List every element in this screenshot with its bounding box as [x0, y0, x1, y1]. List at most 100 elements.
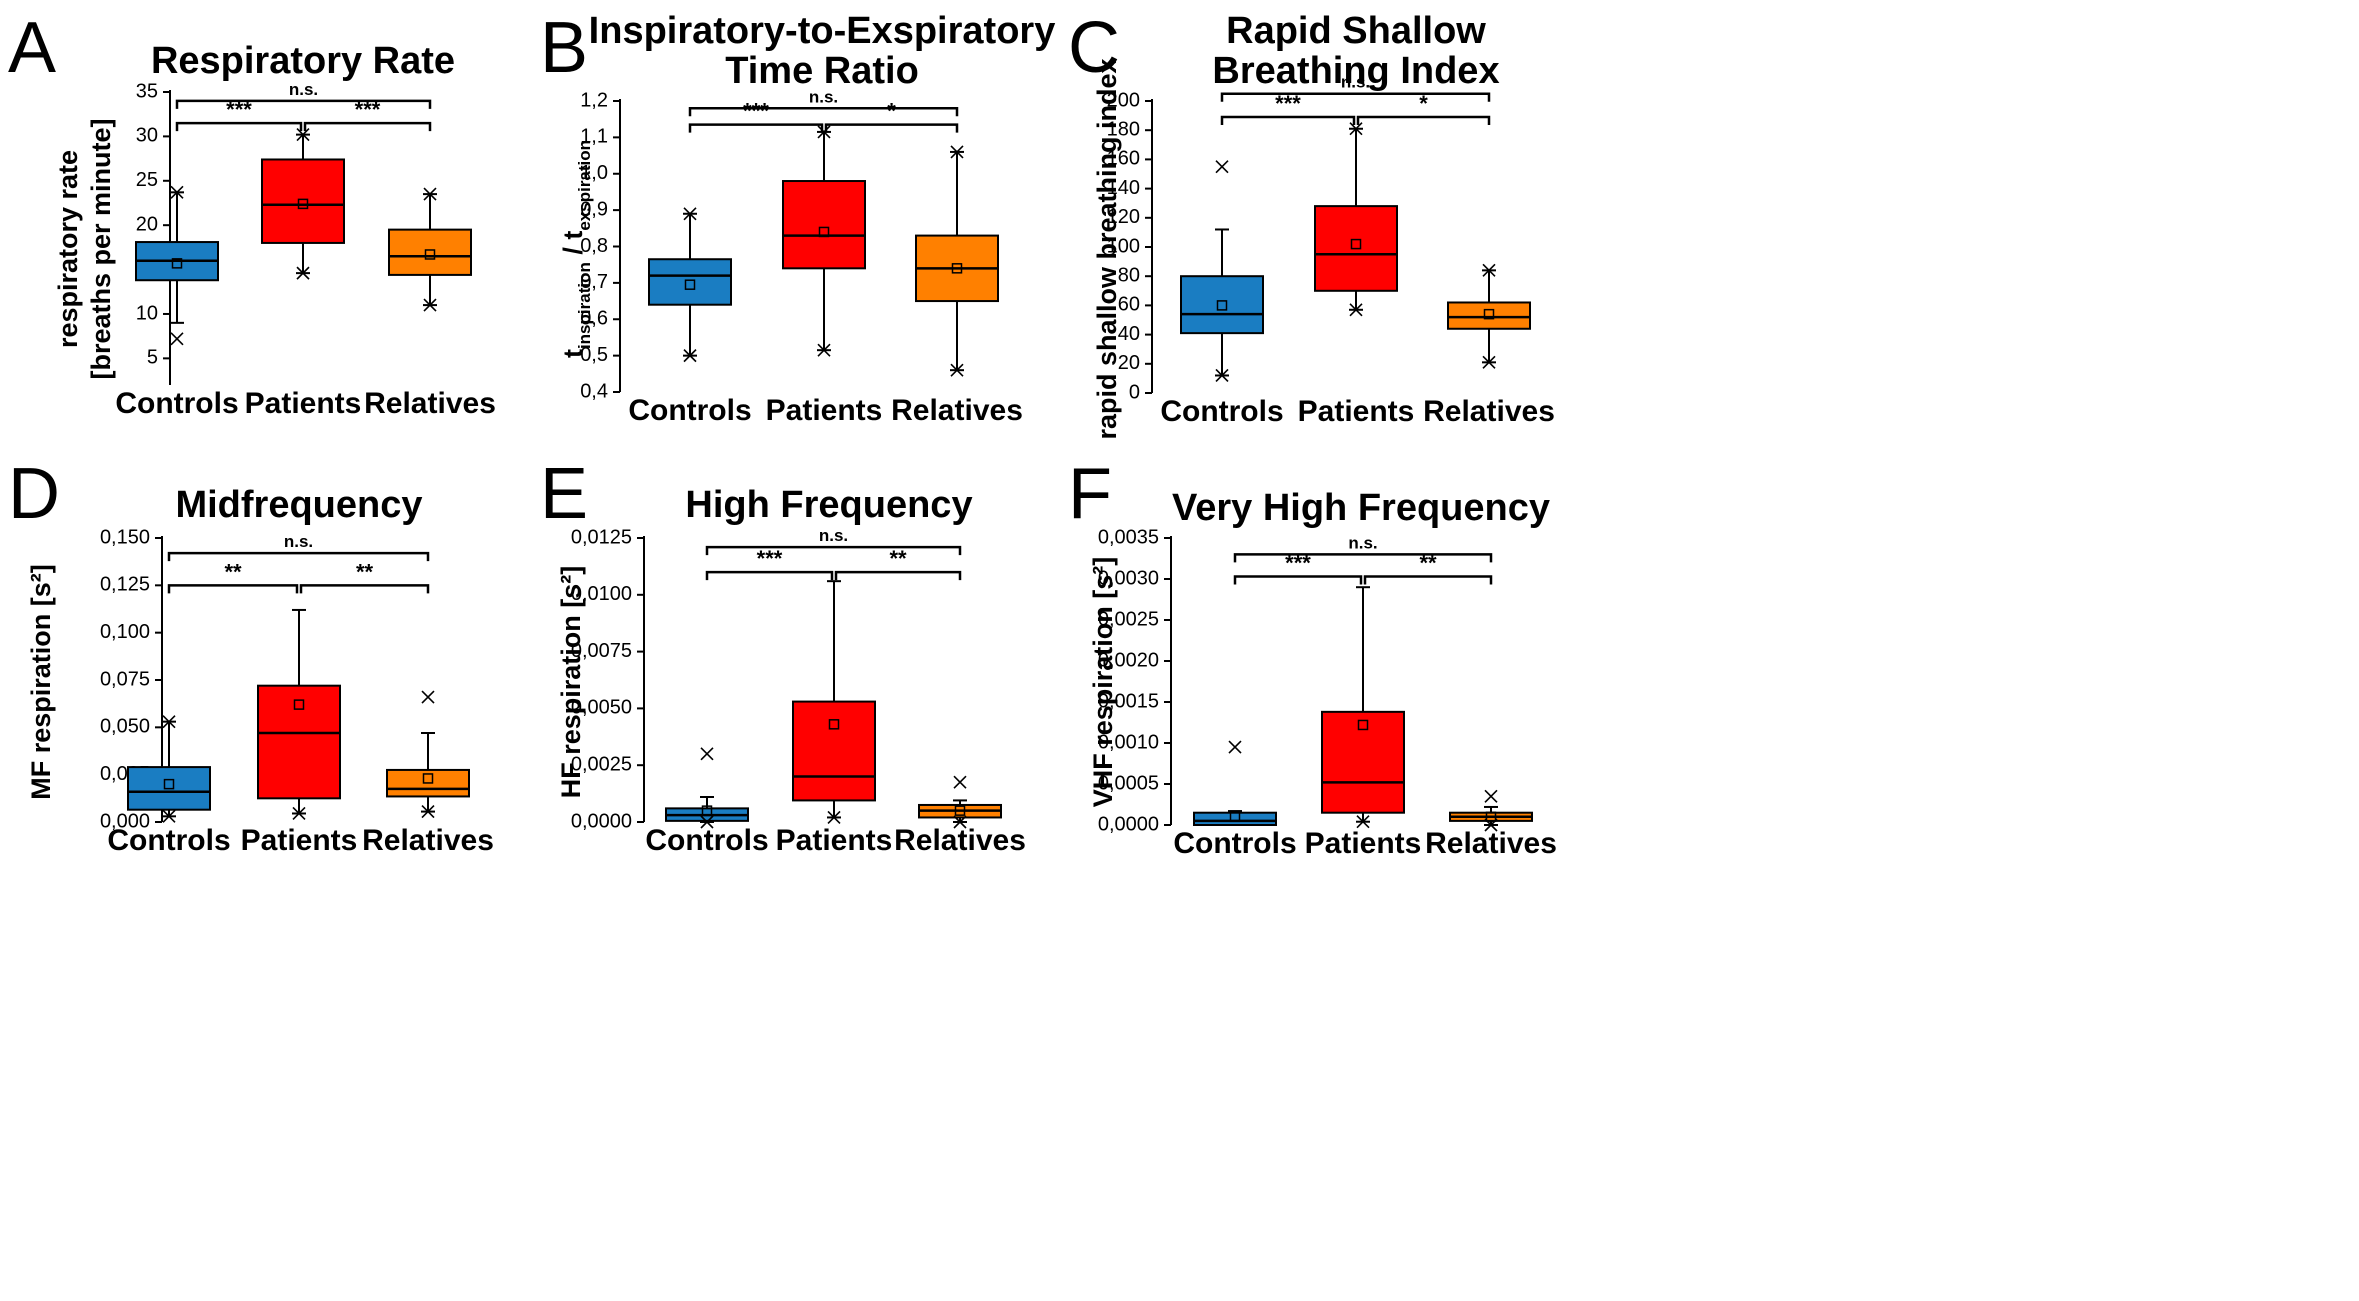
outlier-marker: [423, 298, 437, 312]
y-axis-label: rapid shallow breathing index: [1092, 58, 1122, 439]
significance-bracket: [167, 584, 299, 594]
outlier-marker: [1349, 122, 1363, 136]
outlier-marker: [683, 207, 697, 221]
x-category-label: Relatives: [1423, 395, 1555, 428]
significance-label: ***: [1285, 551, 1311, 576]
y-tick-label: 25: [136, 169, 158, 191]
significance-label: n.s.: [1348, 533, 1377, 552]
chart-title: Very High Frequency: [1172, 487, 1550, 529]
y-tick-label: 5: [147, 347, 158, 369]
y-tick-label: 0,8: [580, 235, 608, 257]
y-tick-label: 0,7: [580, 271, 608, 293]
mean-marker: [1229, 811, 1241, 823]
x-category-label: Controls: [107, 824, 230, 857]
y-tick-label: 0,0000: [571, 810, 632, 832]
y-tick-label: 100: [1107, 235, 1140, 257]
y-tick-label: 0,0030: [1098, 567, 1159, 589]
chart-title: Rapid Shallow: [1226, 10, 1486, 52]
y-tick-label: 10: [136, 302, 158, 324]
y-axis-label: [breaths per minute]: [86, 118, 116, 379]
y-tick-label: 0,0125: [571, 526, 632, 548]
box: [1321, 710, 1405, 814]
outlier-marker: [423, 187, 437, 201]
panel-d: D Midfrequency MF respiration [s²] 0,000 0,0…: [8, 454, 494, 857]
chart-title: Midfrequency: [175, 484, 422, 526]
outlier-marker: [296, 128, 310, 142]
mean-marker: [818, 226, 830, 238]
mean-marker: [424, 249, 436, 260]
y-tick-label: 1,2: [580, 89, 608, 111]
y-tick-label: 0,0000: [1098, 813, 1159, 835]
outlier-marker: [950, 363, 964, 377]
box: [388, 228, 472, 276]
y-tick-label: 0: [1129, 381, 1140, 403]
box-controls: [648, 207, 732, 363]
y-tick-label: 200: [1107, 89, 1140, 111]
significance-bracket: [688, 123, 824, 133]
chart-title: Respiratory Rate: [151, 40, 455, 82]
significance-label: n.s.: [1341, 73, 1370, 92]
mean-marker: [684, 279, 696, 290]
box-controls: [127, 715, 211, 823]
y-axis-label-part: t: [558, 349, 588, 358]
y-tick-label: 0,6: [580, 308, 608, 330]
outlier-marker: [1215, 368, 1229, 383]
panel-a: A Respiratory Rate respiratory rate [breath…: [8, 8, 496, 420]
box-relatives: [388, 187, 472, 312]
y-tick-label: 0,4: [580, 380, 608, 402]
outlier-marker: [1484, 818, 1498, 832]
y-tick-label: 40: [1118, 323, 1140, 345]
x-category-label: Relatives: [894, 824, 1026, 857]
box: [782, 180, 866, 270]
chart-title: Inspiratory-to-Exspiratory: [589, 10, 1056, 52]
significance-bracket: [175, 99, 432, 109]
x-category-label: Controls: [1160, 395, 1283, 428]
significance-bracket: [1220, 92, 1491, 102]
mean-marker: [293, 699, 305, 710]
outlier-marker: [953, 815, 967, 829]
panel-letter: A: [8, 8, 56, 88]
box: [648, 258, 732, 306]
significance-label: ***: [226, 97, 252, 122]
box: [1193, 811, 1277, 827]
outlier-marker: [292, 806, 306, 821]
significance-label: n.s.: [284, 532, 313, 551]
y-tick-label: 0,0020: [1098, 649, 1159, 671]
x-category-label: Patients: [766, 394, 883, 427]
outlier-marker: [683, 349, 697, 363]
mean-marker: [171, 258, 183, 269]
significance-label: n.s.: [819, 526, 848, 545]
y-tick-label: 80: [1118, 264, 1140, 286]
significance-label: ***: [757, 546, 783, 571]
outlier-marker: [1484, 789, 1498, 803]
outlier-marker: [1482, 263, 1496, 277]
significance-label: n.s.: [289, 80, 318, 99]
significance-label: n.s.: [809, 87, 838, 106]
significance-label: ***: [1275, 91, 1301, 116]
mean-marker: [422, 773, 434, 784]
y-tick-label: 140: [1107, 177, 1140, 199]
y-axis-label: HF respiration [s²]: [556, 566, 586, 799]
y-axis-label: tinspiration / texspiration: [558, 140, 594, 358]
y-axis-label: MF respiration [s²]: [26, 564, 56, 800]
y-tick-label: 0,0100: [571, 583, 632, 605]
box-relatives: [1449, 789, 1533, 832]
y-tick-label: 180: [1107, 118, 1140, 140]
mean-marker: [1485, 811, 1497, 823]
x-category-label: Patients: [1298, 395, 1415, 428]
y-tick-label: 0,9: [580, 198, 608, 220]
x-category-label: Controls: [628, 394, 751, 427]
x-category-label: Relatives: [891, 394, 1023, 427]
y-tick-label: 0,0015: [1098, 690, 1159, 712]
panel-letter: F: [1068, 454, 1112, 534]
y-tick-label: 0,0010: [1098, 731, 1159, 753]
outlier-marker: [950, 145, 964, 159]
significance-label: *: [887, 99, 896, 124]
significance-label: ***: [355, 97, 381, 122]
y-tick-label: 0,100: [100, 621, 150, 643]
box-controls: [665, 747, 749, 829]
mean-marker: [163, 778, 175, 790]
